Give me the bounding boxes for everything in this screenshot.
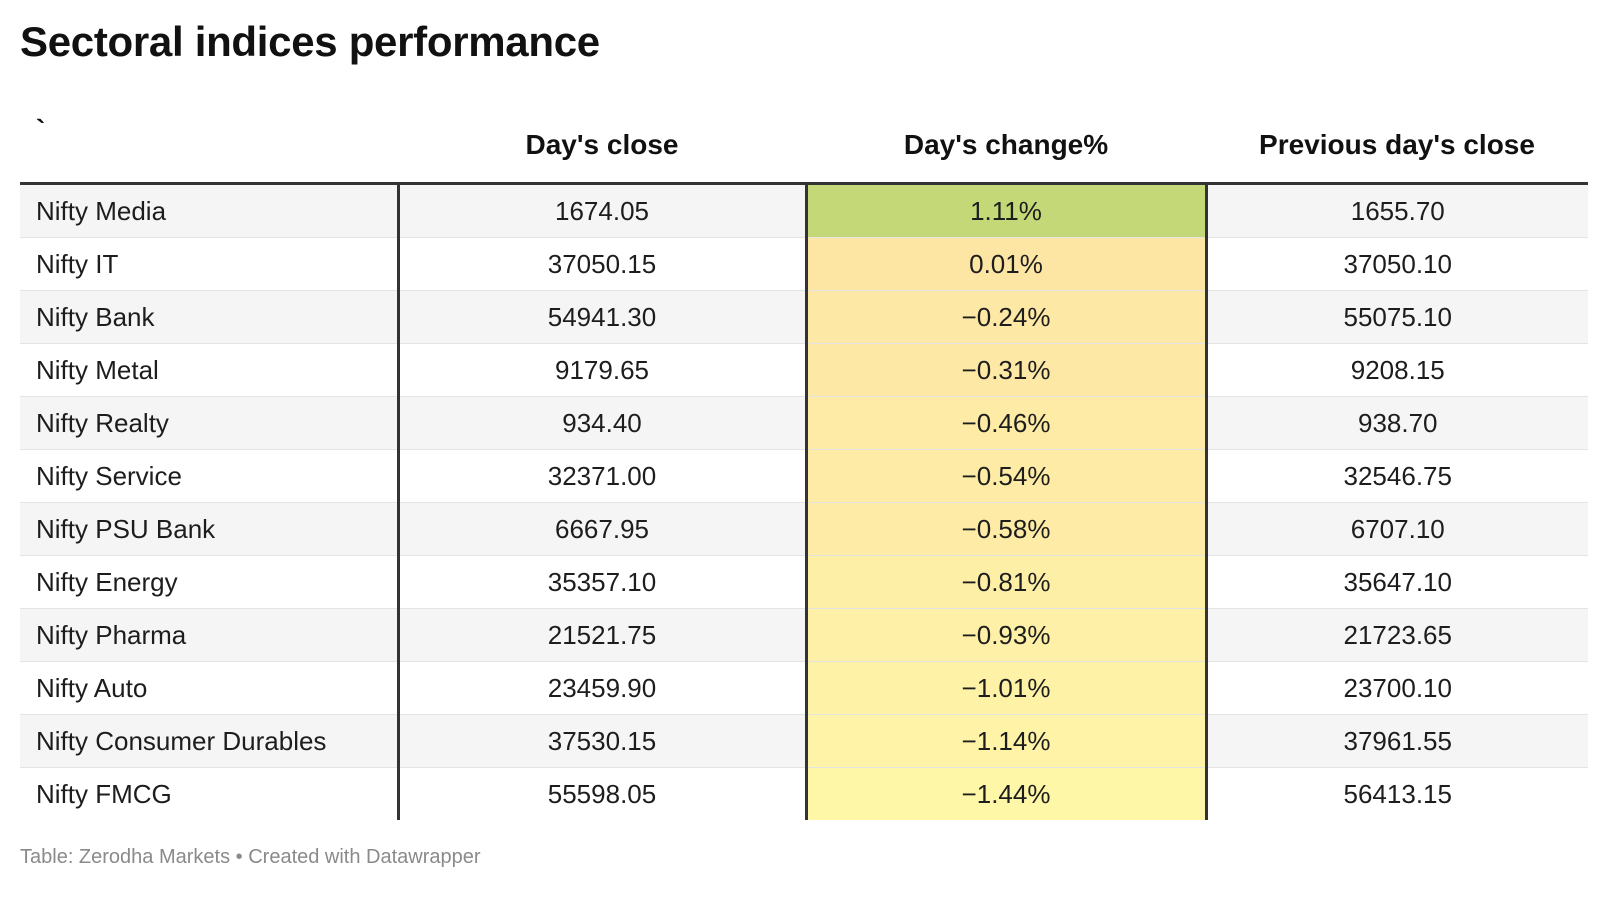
days-close-cell: 23459.90 [396,661,806,715]
sectoral-indices-table: ` Day's close Day's change% Previous day… [20,108,1588,820]
index-name-cell: Nifty Energy [20,555,398,609]
table-row: Nifty Metal 9179.65 −0.31% 9208.15 [20,343,1588,397]
column-header-days-close[interactable]: Day's close [398,108,806,185]
index-name-cell: Nifty FMCG [20,767,398,820]
previous-close-cell: 9208.15 [1206,343,1588,397]
table-row: Nifty PSU Bank 6667.95 −0.58% 6707.10 [20,502,1588,556]
table-row: Nifty Service 32371.00 −0.54% 32546.75 [20,449,1588,503]
days-close-cell: 1674.05 [396,183,806,238]
index-name-cell: Nifty Consumer Durables [20,714,398,768]
days-change-cell: −1.44% [804,767,1208,820]
column-header-name[interactable]: ` [20,108,398,185]
previous-close-cell: 32546.75 [1206,449,1588,503]
previous-close-cell: 37961.55 [1206,714,1588,768]
previous-close-cell: 1655.70 [1206,183,1588,238]
index-name-cell: Nifty Realty [20,396,398,450]
index-name-cell: Nifty IT [20,237,398,291]
days-close-cell: 37050.15 [396,237,806,291]
previous-close-cell: 55075.10 [1206,290,1588,344]
column-header-days-change[interactable]: Day's change% [806,108,1206,185]
index-name-cell: Nifty Bank [20,290,398,344]
days-change-cell: −0.93% [804,608,1208,662]
index-name-cell: Nifty Media [20,183,398,238]
table-row: Nifty Consumer Durables 37530.15 −1.14% 379… [20,714,1588,768]
previous-close-cell: 938.70 [1206,396,1588,450]
table-row: Nifty IT 37050.15 0.01% 37050.10 [20,237,1588,291]
table-header-row: ` Day's close Day's change% Previous day… [20,108,1588,185]
days-close-cell: 21521.75 [396,608,806,662]
index-name-cell: Nifty Auto [20,661,398,715]
column-header-previous-close[interactable]: Previous day's close [1206,108,1588,185]
previous-close-cell: 6707.10 [1206,502,1588,556]
source-footer: Table: Zerodha Markets • Created with Da… [20,846,481,868]
days-close-cell: 9179.65 [396,343,806,397]
previous-close-cell: 37050.10 [1206,237,1588,291]
days-change-cell: −0.46% [804,396,1208,450]
index-name-cell: Nifty PSU Bank [20,502,398,556]
table-row: Nifty Media 1674.05 1.11% 1655.70 [20,183,1588,238]
days-close-cell: 35357.10 [396,555,806,609]
page-title: Sectoral indices performance [20,18,600,65]
table-row: Nifty FMCG 55598.05 −1.44% 56413.15 [20,767,1588,820]
days-close-cell: 6667.95 [396,502,806,556]
previous-close-cell: 35647.10 [1206,555,1588,609]
table-row: Nifty Realty 934.40 −0.46% 938.70 [20,396,1588,450]
days-close-cell: 54941.30 [396,290,806,344]
previous-close-cell: 56413.15 [1206,767,1588,820]
days-close-cell: 934.40 [396,396,806,450]
days-close-cell: 32371.00 [396,449,806,503]
table-body: Nifty Media 1674.05 1.11% 1655.70 Nifty IT 37… [20,183,1588,820]
days-close-cell: 55598.05 [396,767,806,820]
days-change-cell: −0.24% [804,290,1208,344]
days-change-cell: −0.58% [804,502,1208,556]
days-change-cell: −0.54% [804,449,1208,503]
days-change-cell: −1.01% [804,661,1208,715]
previous-close-cell: 23700.10 [1206,661,1588,715]
table-row: Nifty Bank 54941.30 −0.24% 55075.10 [20,290,1588,344]
days-change-cell: −0.81% [804,555,1208,609]
index-name-cell: Nifty Service [20,449,398,503]
table-row: Nifty Pharma 21521.75 −0.93% 21723.65 [20,608,1588,662]
table-row: Nifty Energy 35357.10 −0.81% 35647.10 [20,555,1588,609]
days-change-cell: −0.31% [804,343,1208,397]
index-name-cell: Nifty Pharma [20,608,398,662]
table-row: Nifty Auto 23459.90 −1.01% 23700.10 [20,661,1588,715]
days-close-cell: 37530.15 [396,714,806,768]
index-name-cell: Nifty Metal [20,343,398,397]
days-change-cell: 1.11% [804,183,1208,238]
days-change-cell: −1.14% [804,714,1208,768]
days-change-cell: 0.01% [804,237,1208,291]
previous-close-cell: 21723.65 [1206,608,1588,662]
